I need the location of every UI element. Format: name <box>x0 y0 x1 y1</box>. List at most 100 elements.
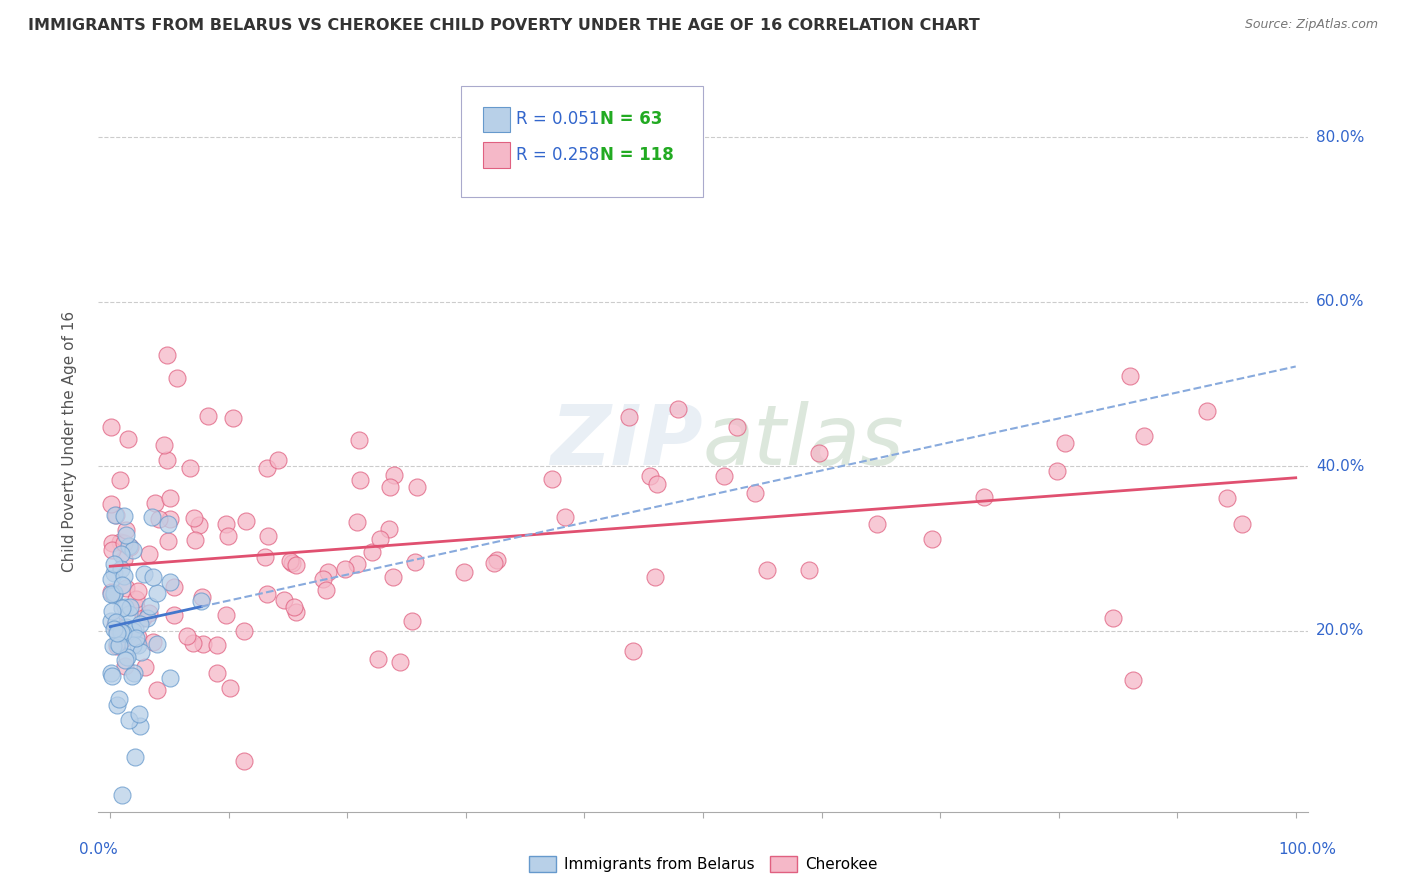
Point <box>121 624 143 638</box>
Point <box>713 469 735 483</box>
Point <box>176 630 198 644</box>
Point <box>315 583 337 598</box>
Point <box>233 754 256 768</box>
Point <box>100 497 122 511</box>
Point <box>157 533 180 548</box>
Point <box>378 480 401 494</box>
Point <box>142 634 165 648</box>
Point <box>120 600 142 615</box>
Point <box>101 535 124 549</box>
Point <box>122 639 145 653</box>
Point <box>148 511 170 525</box>
Point <box>485 553 508 567</box>
Point <box>666 402 689 417</box>
Point <box>554 510 576 524</box>
Point <box>110 578 132 592</box>
Point <box>105 626 128 640</box>
Point <box>866 516 889 531</box>
Point <box>797 563 820 577</box>
Point <box>108 623 131 637</box>
Point <box>273 592 295 607</box>
Point <box>381 569 404 583</box>
Point <box>638 468 661 483</box>
FancyBboxPatch shape <box>482 107 509 132</box>
Point <box>100 587 122 601</box>
Point <box>401 615 423 629</box>
Point <box>256 461 278 475</box>
Point <box>377 522 399 536</box>
Point <box>360 545 382 559</box>
Point <box>132 566 155 581</box>
Point <box>163 581 186 595</box>
Point <box>115 523 138 537</box>
Point <box>114 659 136 673</box>
Point <box>283 599 305 614</box>
Point <box>370 532 392 546</box>
Point <box>105 625 128 640</box>
Point <box>183 533 205 548</box>
Point <box>105 698 128 713</box>
Point <box>115 649 138 664</box>
Point <box>1118 368 1140 383</box>
Point <box>235 514 257 528</box>
Point <box>335 562 357 576</box>
Point <box>389 655 412 669</box>
Point <box>124 750 146 764</box>
Point <box>135 610 157 624</box>
Point <box>128 616 150 631</box>
Point <box>256 587 278 601</box>
Point <box>278 554 301 568</box>
Point <box>128 718 150 732</box>
Point <box>104 615 127 630</box>
Text: atlas: atlas <box>703 401 904 482</box>
Y-axis label: Child Poverty Under the Age of 16: Child Poverty Under the Age of 16 <box>62 311 77 572</box>
Point <box>103 566 125 581</box>
Text: ZIP: ZIP <box>550 401 703 482</box>
Point <box>104 508 127 523</box>
Point <box>110 547 132 561</box>
Point <box>100 572 122 586</box>
Point <box>367 652 389 666</box>
Point <box>153 438 176 452</box>
FancyBboxPatch shape <box>461 87 703 197</box>
Point <box>285 558 308 572</box>
Point <box>453 565 475 579</box>
Point <box>125 600 148 615</box>
Point <box>1230 517 1253 532</box>
Text: 100.0%: 100.0% <box>1278 842 1337 857</box>
Point <box>118 607 141 621</box>
Point <box>1102 611 1125 625</box>
Point <box>112 536 135 550</box>
Text: 0.0%: 0.0% <box>79 842 118 857</box>
Point <box>134 660 156 674</box>
Point <box>118 539 141 553</box>
Point <box>349 473 371 487</box>
Point <box>159 574 181 589</box>
Point <box>146 683 169 698</box>
Point <box>122 543 145 558</box>
Point <box>205 666 228 681</box>
Point <box>347 434 370 448</box>
Point <box>645 476 668 491</box>
Point <box>179 461 201 475</box>
Point <box>125 591 148 606</box>
Point <box>316 565 339 579</box>
Point <box>121 669 143 683</box>
Text: 80.0%: 80.0% <box>1316 129 1364 145</box>
Point <box>127 639 149 653</box>
FancyBboxPatch shape <box>482 143 509 168</box>
Point <box>111 789 134 803</box>
Text: N = 118: N = 118 <box>600 146 673 164</box>
Point <box>125 631 148 645</box>
Point <box>644 570 666 584</box>
Point <box>217 528 239 542</box>
Point <box>100 420 122 434</box>
Point <box>621 644 644 658</box>
Point <box>207 639 229 653</box>
Point <box>218 681 240 695</box>
Point <box>346 515 368 529</box>
Point <box>127 583 149 598</box>
Point <box>1216 491 1239 505</box>
Point <box>132 611 155 625</box>
Point <box>191 590 214 604</box>
